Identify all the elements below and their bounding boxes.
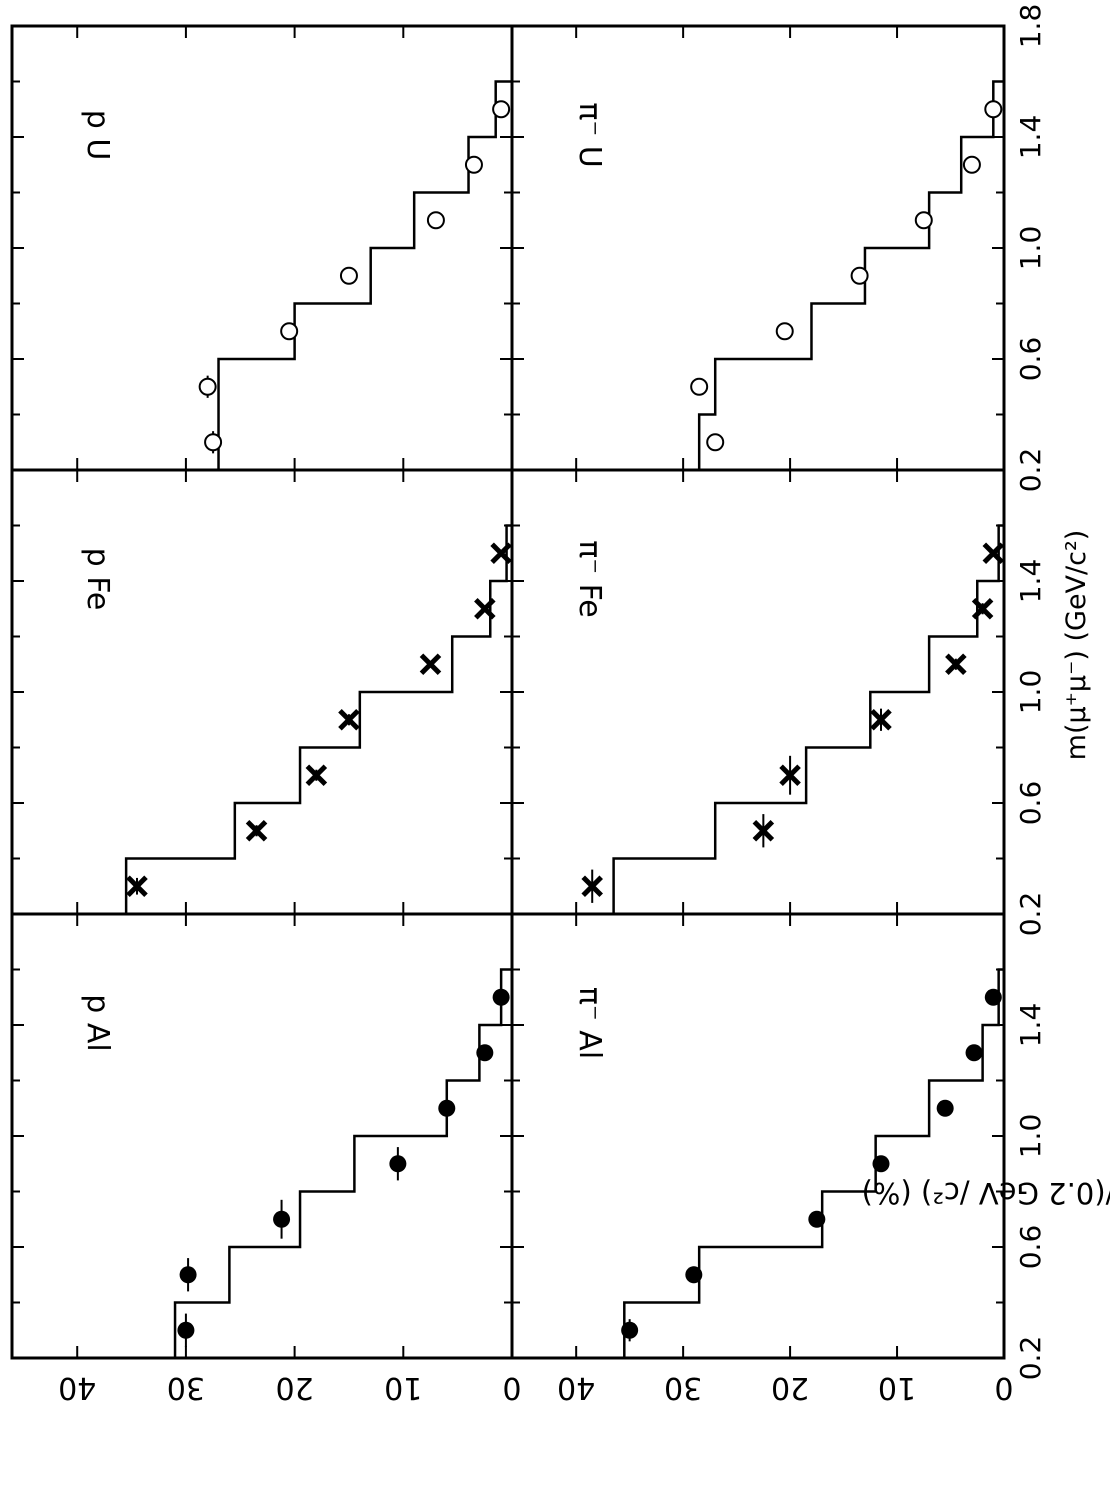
cross-stroke bbox=[779, 764, 801, 787]
x-tick-label: 1.4 bbox=[1014, 1003, 1047, 1048]
x-tick-label: 0.6 bbox=[1014, 337, 1047, 382]
cross-stroke bbox=[474, 597, 496, 620]
data-point bbox=[438, 1099, 456, 1117]
x-tick-label: 1.4 bbox=[1014, 115, 1047, 160]
y-tick-label: 10 bbox=[384, 1370, 422, 1405]
y-tick-label: 40 bbox=[58, 1370, 96, 1405]
cross-stroke bbox=[419, 653, 442, 676]
y-tick-label: 0 bbox=[994, 1370, 1013, 1405]
data-point bbox=[984, 988, 1002, 1006]
data-point bbox=[850, 266, 869, 285]
histogram-2 bbox=[124, 524, 512, 914]
histogram-5 bbox=[697, 80, 1004, 470]
x-tick-label: 1.0 bbox=[1014, 1114, 1047, 1159]
data-point bbox=[982, 542, 1005, 565]
cross-stroke bbox=[982, 542, 1005, 565]
data-point bbox=[389, 1155, 407, 1173]
x-tick-label: 0.2 bbox=[1014, 448, 1047, 493]
data-point bbox=[273, 1210, 291, 1228]
data-point bbox=[204, 433, 223, 452]
data-point bbox=[936, 1099, 954, 1117]
y-tick-label: 30 bbox=[167, 1370, 205, 1405]
panel-label: π⁻ U bbox=[572, 102, 607, 167]
data-point bbox=[984, 100, 1003, 119]
data-point bbox=[690, 377, 709, 396]
x-tick-label: 0.2 bbox=[1014, 1336, 1047, 1381]
data-point bbox=[492, 988, 510, 1006]
data-point bbox=[126, 875, 148, 898]
data-point bbox=[179, 1266, 197, 1284]
histogram-4 bbox=[217, 80, 512, 470]
y-tick-label: 20 bbox=[771, 1370, 809, 1405]
cross-stroke bbox=[971, 597, 994, 620]
cross-stroke bbox=[945, 653, 967, 676]
data-point bbox=[752, 819, 775, 842]
data-point bbox=[872, 1155, 890, 1173]
data-point bbox=[775, 322, 794, 341]
data-point bbox=[198, 377, 217, 396]
data-point bbox=[870, 708, 892, 731]
cross-stroke bbox=[126, 875, 148, 898]
data-point bbox=[464, 155, 483, 174]
data-point bbox=[426, 211, 445, 230]
data-point bbox=[914, 211, 933, 230]
data-point bbox=[245, 819, 268, 842]
panel-label: π⁻ Fe bbox=[572, 540, 607, 618]
x-tick-label: 1.0 bbox=[1014, 226, 1047, 271]
data-point bbox=[177, 1321, 195, 1339]
x-tick-label: 0.2 bbox=[1014, 892, 1047, 937]
data-point bbox=[581, 875, 603, 898]
histogram-0 bbox=[173, 968, 512, 1358]
x-tick-label: 1.0 bbox=[1014, 670, 1047, 715]
data-point bbox=[476, 1044, 494, 1062]
data-point bbox=[419, 653, 442, 676]
data-point bbox=[338, 708, 360, 731]
panel-label: π⁻ Al bbox=[572, 987, 607, 1059]
y-tick-label: 30 bbox=[664, 1370, 702, 1405]
data-point bbox=[280, 322, 299, 341]
data-point bbox=[779, 764, 801, 787]
panel-frames bbox=[10, 24, 1006, 1360]
data-point bbox=[808, 1210, 826, 1228]
data-point bbox=[492, 100, 511, 119]
cross-stroke bbox=[245, 819, 268, 842]
cross-stroke bbox=[490, 542, 512, 565]
y-tick-label: 0 bbox=[502, 1370, 521, 1405]
cross-stroke bbox=[338, 708, 360, 731]
panel-label: p U bbox=[80, 110, 115, 161]
x-tick-label: 1.8 bbox=[1014, 4, 1047, 49]
data-point bbox=[685, 1266, 703, 1284]
data-point bbox=[962, 155, 981, 174]
cross-stroke bbox=[581, 875, 603, 898]
y-axis-label: Percentage/(0.2 GeV /c²) (%) bbox=[862, 1176, 1110, 1210]
cross-stroke bbox=[870, 708, 892, 731]
y-tick-label: 40 bbox=[557, 1370, 595, 1405]
data-point bbox=[474, 597, 496, 620]
data-point bbox=[621, 1321, 639, 1339]
data-point bbox=[945, 653, 967, 676]
data-point bbox=[965, 1044, 983, 1062]
cross-stroke bbox=[752, 819, 775, 842]
x-tick-label: 0.6 bbox=[1014, 781, 1047, 826]
y-tick-label: 20 bbox=[276, 1370, 314, 1405]
x-tick-label: 1.4 bbox=[1014, 559, 1047, 604]
y-tick-label: 10 bbox=[878, 1370, 916, 1405]
x-tick-label: 0.6 bbox=[1014, 1225, 1047, 1270]
x-axis-label: m(μ⁺μ⁻) (GeV/c²) bbox=[1061, 530, 1092, 761]
data-point bbox=[971, 597, 994, 620]
histogram-3 bbox=[612, 524, 1004, 914]
data-point bbox=[305, 764, 328, 787]
histogram-1 bbox=[623, 968, 1004, 1358]
panel-label: p Fe bbox=[80, 548, 115, 611]
panel-label: p Al bbox=[80, 994, 115, 1051]
data-point bbox=[339, 266, 358, 285]
data-point bbox=[490, 542, 512, 565]
cross-stroke bbox=[305, 764, 328, 787]
data-point bbox=[706, 433, 725, 452]
chart-marks: 0.2 0.6 1.0 1.4 0.2 0.6 1.0 1.4 0.2 0.6 1.0 1.4 1.8 0… bbox=[58, 4, 1047, 1405]
